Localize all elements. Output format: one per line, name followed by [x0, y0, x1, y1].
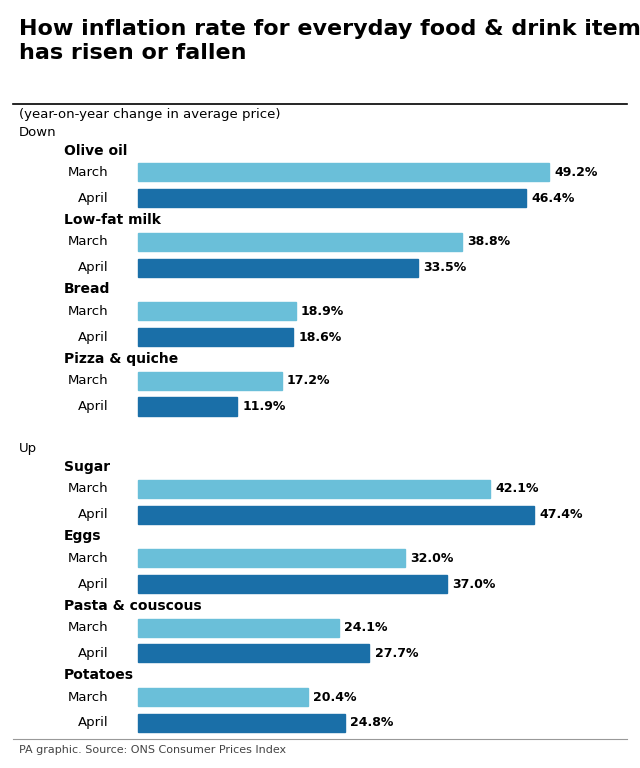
Text: 24.1%: 24.1%: [344, 621, 388, 634]
Text: 27.7%: 27.7%: [374, 647, 418, 660]
Text: Pizza & quiche: Pizza & quiche: [64, 352, 179, 366]
Text: Down: Down: [19, 126, 57, 139]
Text: 18.6%: 18.6%: [298, 330, 342, 343]
Bar: [138, 303, 296, 320]
Bar: [138, 549, 405, 568]
Text: Eggs: Eggs: [64, 529, 102, 544]
Bar: [138, 259, 418, 276]
Bar: [138, 575, 447, 593]
Text: Up: Up: [19, 442, 37, 455]
Bar: [138, 480, 490, 498]
Bar: [138, 372, 282, 389]
Text: March: March: [68, 235, 109, 248]
Bar: [138, 505, 534, 524]
Text: (year-on-year change in average price): (year-on-year change in average price): [19, 108, 281, 121]
Text: 42.1%: 42.1%: [495, 482, 539, 495]
Text: April: April: [78, 717, 109, 730]
Text: 24.8%: 24.8%: [350, 717, 394, 730]
Text: April: April: [78, 192, 109, 205]
Text: March: March: [68, 690, 109, 703]
Text: 33.5%: 33.5%: [423, 261, 467, 274]
Text: 47.4%: 47.4%: [540, 508, 583, 521]
Text: 20.4%: 20.4%: [314, 690, 357, 703]
Bar: [138, 619, 339, 637]
Bar: [138, 189, 526, 207]
Text: Low-fat milk: Low-fat milk: [64, 213, 161, 227]
Bar: [138, 398, 237, 415]
Bar: [138, 164, 549, 181]
Text: April: April: [78, 400, 109, 413]
Text: Pasta & couscous: Pasta & couscous: [64, 599, 202, 613]
Text: Olive oil: Olive oil: [64, 144, 127, 157]
Bar: [138, 713, 345, 732]
Text: April: April: [78, 647, 109, 660]
Text: How inflation rate for everyday food & drink items
has risen or fallen: How inflation rate for everyday food & d…: [19, 19, 640, 63]
Text: PA graphic. Source: ONS Consumer Prices Index: PA graphic. Source: ONS Consumer Prices …: [19, 745, 286, 755]
Text: April: April: [78, 330, 109, 343]
Text: March: March: [68, 621, 109, 634]
Bar: [138, 233, 462, 251]
Text: 11.9%: 11.9%: [243, 400, 285, 413]
Text: March: March: [68, 551, 109, 564]
Text: 17.2%: 17.2%: [287, 374, 330, 387]
Bar: [138, 688, 308, 706]
Bar: [138, 328, 293, 346]
Text: April: April: [78, 261, 109, 274]
Text: March: March: [68, 166, 109, 179]
Text: Sugar: Sugar: [64, 460, 110, 474]
Text: March: March: [68, 482, 109, 495]
Text: March: March: [68, 374, 109, 387]
Text: 37.0%: 37.0%: [452, 578, 496, 591]
Text: 32.0%: 32.0%: [410, 551, 454, 564]
Text: April: April: [78, 508, 109, 521]
Text: Bread: Bread: [64, 283, 110, 296]
Text: 18.9%: 18.9%: [301, 305, 344, 318]
Text: 49.2%: 49.2%: [554, 166, 598, 179]
Text: 38.8%: 38.8%: [467, 235, 511, 248]
Bar: [138, 644, 369, 663]
Text: March: March: [68, 305, 109, 318]
Text: Potatoes: Potatoes: [64, 668, 134, 682]
Text: 46.4%: 46.4%: [531, 192, 575, 205]
Text: April: April: [78, 578, 109, 591]
